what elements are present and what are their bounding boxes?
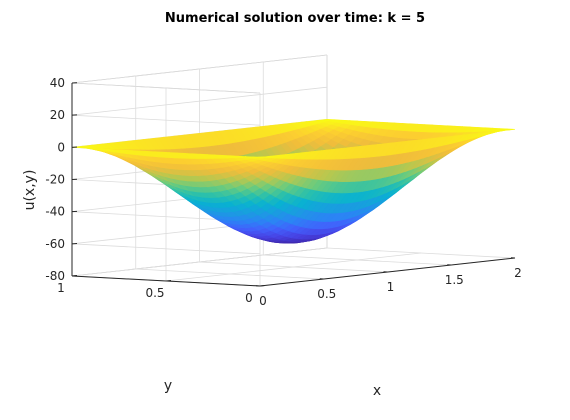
z-tick-label: 40	[50, 76, 65, 90]
tick-marks	[71, 82, 516, 287]
z-tick-label: 20	[50, 108, 65, 122]
chart-title: Numerical solution over time: k = 5	[165, 11, 425, 26]
y-tick	[165, 280, 172, 282]
surface-patch	[502, 128, 516, 131]
grid-line-y	[71, 247, 328, 277]
x-axis-label: x	[373, 383, 381, 399]
grid-line-y	[165, 252, 422, 282]
z-axis-label: u(x,y)	[22, 170, 38, 211]
x-tick-label: 0.5	[317, 287, 336, 301]
y-axis-label: y	[164, 378, 172, 394]
z-tick-label: -80	[45, 269, 65, 283]
y-tick-label: 0.5	[145, 286, 164, 300]
y-tick	[259, 285, 266, 287]
y-tick-label: 1	[57, 281, 65, 295]
z-tick-label: -40	[45, 205, 65, 219]
x-tick-label: 1.5	[445, 273, 464, 287]
x-tick-label: 2	[514, 266, 522, 280]
z-tick-label: -60	[45, 237, 65, 251]
z-tick-label: -20	[45, 173, 65, 187]
z-tick-label: 0	[57, 140, 65, 154]
x-tick-label: 1	[387, 280, 395, 294]
surface-mesh	[71, 119, 516, 244]
y-tick-label: 0	[245, 291, 253, 305]
x-tick-label: 0	[259, 294, 267, 308]
